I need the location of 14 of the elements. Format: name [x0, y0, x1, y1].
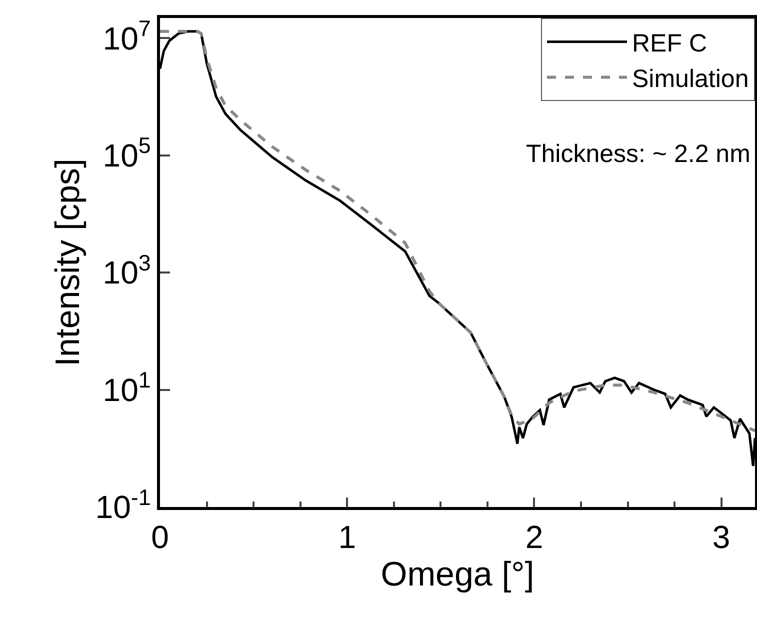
y-tick-label: 10$^{5}$: [102, 133, 151, 174]
annotation: Thickness: ~ 2.2 nm: [526, 140, 750, 168]
x-axis-title: Omega [°]: [380, 555, 534, 594]
x-tick-label: 2: [525, 519, 544, 556]
legend-label: Simulation: [632, 65, 749, 93]
y-tick-label: 10$^{7}$: [102, 16, 151, 56]
y-axis-title: Intensity [cps]: [48, 158, 87, 366]
legend-label: REF C: [632, 30, 707, 58]
x-tick-label: 0: [151, 519, 169, 556]
y-tick-label: 10$^{3}$: [102, 250, 151, 291]
y-tick-label: 10$^{-1}$: [95, 484, 151, 526]
y-tick-label: 10$^{1}$: [102, 368, 151, 408]
x-tick-label: 3: [712, 519, 730, 556]
x-tick-label: 1: [338, 519, 356, 556]
